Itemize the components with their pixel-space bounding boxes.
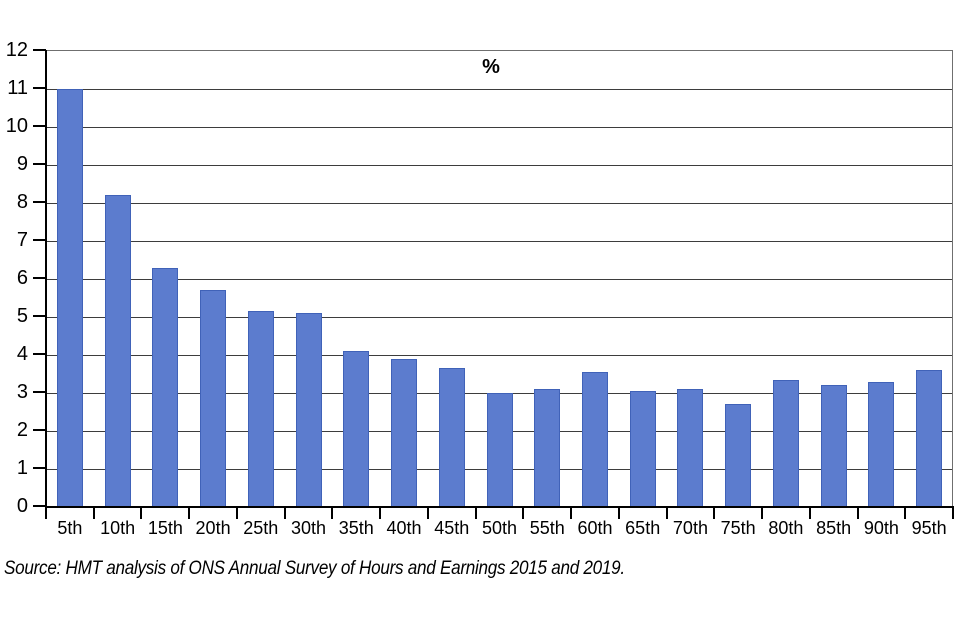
x-tick-label: 85th	[816, 518, 852, 538]
x-tick-label: 75th	[720, 518, 756, 538]
y-axis-tick	[33, 353, 46, 355]
y-tick-label: 10	[5, 115, 28, 137]
x-axis-tick	[665, 506, 668, 519]
x-axis-tick	[570, 506, 573, 519]
bar-55th	[534, 389, 561, 507]
y-axis-tick	[33, 87, 46, 89]
bar-50th	[486, 393, 513, 507]
bar-65th	[629, 391, 656, 507]
y-axis-tick	[33, 505, 46, 507]
y-tick-label: 1	[16, 457, 28, 479]
x-axis-tick	[522, 506, 525, 519]
x-axis-tick	[235, 506, 238, 519]
x-axis-tick	[808, 506, 811, 519]
x-tick-label: 40th	[386, 518, 422, 538]
x-axis-tick	[426, 506, 429, 519]
bar-45th	[438, 368, 465, 507]
y-axis-tick	[33, 163, 46, 165]
x-axis-tick	[617, 506, 620, 519]
chart-title: %	[482, 56, 500, 78]
gridline	[46, 126, 952, 128]
bar-35th	[343, 351, 370, 507]
x-axis-tick	[283, 506, 286, 519]
y-tick-label: 4	[16, 343, 28, 365]
y-tick-label: 9	[16, 153, 28, 175]
y-axis-tick	[33, 201, 46, 203]
x-tick-label: 45th	[434, 518, 470, 538]
bar-60th	[581, 372, 608, 507]
bar-70th	[677, 389, 704, 507]
y-axis-tick	[33, 467, 46, 469]
y-tick-label: 3	[16, 381, 28, 403]
y-tick-label: 0	[16, 495, 28, 517]
x-axis-tick	[379, 506, 382, 519]
y-tick-label: 8	[16, 191, 28, 213]
x-axis-tick	[904, 506, 907, 519]
x-tick-label: 80th	[768, 518, 804, 538]
bar-10th	[104, 195, 131, 507]
x-axis-tick	[331, 506, 334, 519]
x-axis-tick	[92, 506, 95, 519]
gridline	[46, 316, 952, 318]
x-tick-label: 20th	[195, 518, 231, 538]
y-axis-tick	[33, 125, 46, 127]
x-tick-label: 35th	[338, 518, 374, 538]
y-tick-label: 2	[16, 419, 28, 441]
x-tick-label: 95th	[911, 518, 947, 538]
gridline	[46, 164, 952, 166]
bar-25th	[247, 311, 274, 507]
x-tick-label: 5th	[57, 518, 83, 538]
bar-30th	[295, 313, 322, 507]
x-axis-tick	[713, 506, 716, 519]
x-tick-label: 60th	[577, 518, 613, 538]
plot-area	[46, 50, 953, 507]
x-axis-tick	[45, 506, 47, 519]
x-axis-tick	[474, 506, 477, 519]
y-tick-label: 6	[16, 267, 28, 289]
bar-80th	[772, 379, 799, 507]
x-axis-tick	[761, 506, 764, 519]
source-note: Source: HMT analysis of ONS Annual Surve…	[4, 558, 625, 579]
x-axis-tick	[140, 506, 143, 519]
bar-5th	[56, 89, 83, 507]
bar-90th	[868, 381, 895, 507]
gridline	[46, 88, 952, 90]
bar-20th	[200, 290, 227, 507]
gridline	[46, 202, 952, 204]
x-tick-label: 15th	[147, 518, 183, 538]
x-axis-tick	[188, 506, 191, 519]
y-tick-label: 11	[7, 77, 28, 99]
y-tick-label: 12	[5, 39, 28, 61]
gridline	[46, 278, 952, 280]
x-tick-label: 30th	[291, 518, 327, 538]
x-axis-tick	[856, 506, 859, 519]
x-axis-line	[45, 506, 954, 508]
y-tick-label: 7	[16, 229, 28, 251]
y-axis-line	[45, 50, 47, 519]
x-tick-label: 55th	[529, 518, 565, 538]
x-tick-label: 10th	[100, 518, 136, 538]
x-tick-label: 70th	[672, 518, 708, 538]
y-axis-tick	[33, 315, 46, 317]
y-tick-label: 5	[16, 305, 28, 327]
bar-75th	[725, 404, 752, 507]
y-axis-tick	[33, 429, 46, 431]
bar-95th	[916, 370, 943, 507]
x-tick-label: 25th	[243, 518, 279, 538]
y-axis-tick	[33, 391, 46, 393]
y-axis-tick	[33, 239, 46, 241]
x-tick-label: 65th	[625, 518, 661, 538]
gridline	[46, 354, 952, 356]
x-axis-tick	[952, 506, 954, 519]
bar-15th	[152, 267, 179, 507]
bar-40th	[391, 358, 418, 507]
y-axis-tick	[33, 49, 46, 51]
x-tick-label: 50th	[481, 518, 518, 538]
x-tick-label: 90th	[863, 518, 899, 538]
bar-85th	[820, 385, 847, 507]
gridline	[46, 240, 952, 242]
y-axis-tick	[33, 277, 46, 279]
